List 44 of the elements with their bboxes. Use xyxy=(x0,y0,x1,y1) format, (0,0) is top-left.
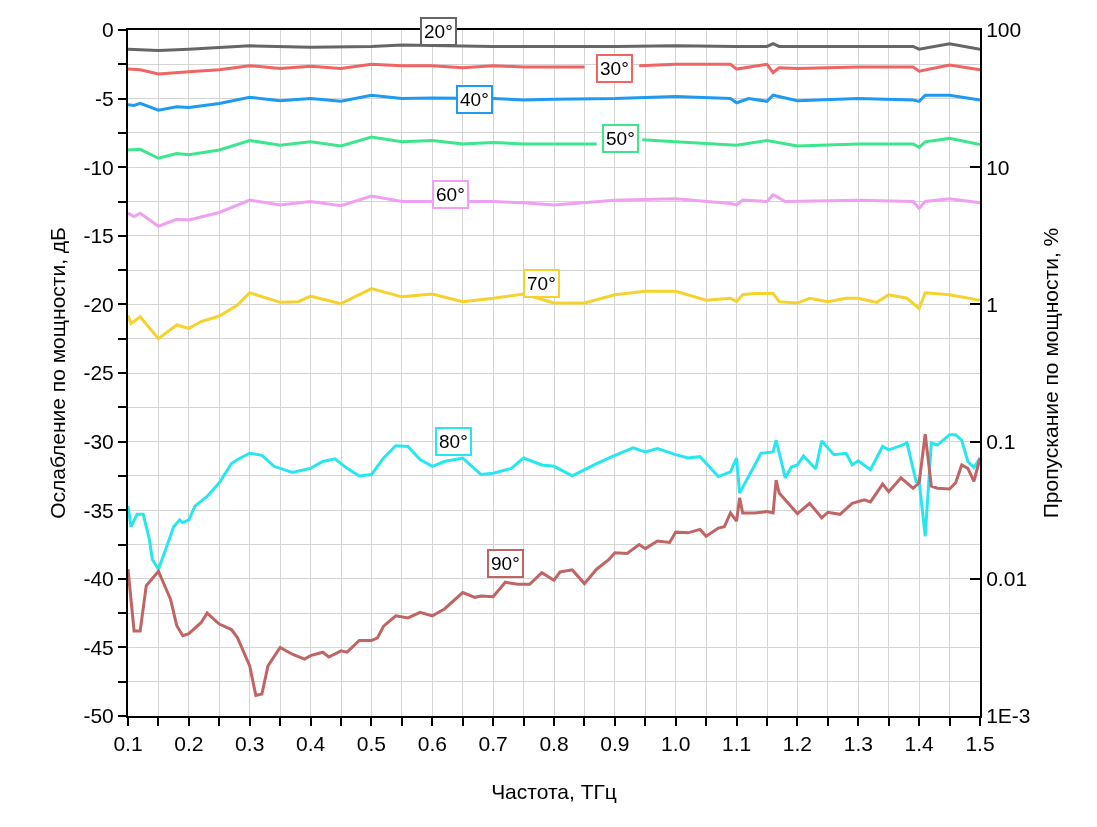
y-tick-label: -20 xyxy=(83,292,114,316)
annotation: 40° xyxy=(460,89,489,110)
y-tick-label: -30 xyxy=(83,429,114,453)
annotation: 30° xyxy=(600,58,629,79)
x-tick-label: 0.6 xyxy=(417,732,447,756)
y-tick-label: -25 xyxy=(83,361,114,385)
y2-tick-label: 1E-3 xyxy=(986,704,1031,728)
x-tick-label: 0.9 xyxy=(600,732,630,756)
x-tick-label: 1.2 xyxy=(782,732,813,756)
y2-tick-label: 0.01 xyxy=(986,567,1028,591)
annotation: 60° xyxy=(436,184,465,205)
line-series xyxy=(128,432,980,697)
x-tick-label: 0.4 xyxy=(295,732,326,756)
x-tick-label: 0.7 xyxy=(478,732,508,756)
x-tick-label: 0.8 xyxy=(539,732,569,756)
annotation: 70° xyxy=(527,273,556,294)
x-tick-label: 1.3 xyxy=(843,732,873,756)
y-tick-label: -50 xyxy=(83,704,114,728)
x-tick-label: 0.1 xyxy=(113,732,143,756)
y-axis-title: Ослабление по мощности, дБ xyxy=(46,227,70,519)
annotation: 80° xyxy=(439,431,468,452)
y2-tick-label: 0.1 xyxy=(986,429,1016,453)
annotation: 20° xyxy=(424,21,453,42)
annotation: 90° xyxy=(491,553,520,574)
y2-tick-label: 1 xyxy=(986,292,998,316)
y-tick-label: -45 xyxy=(83,635,114,659)
y2-axis-title: Пропускание по мощности, % xyxy=(1039,227,1063,519)
x-tick-label: 1.1 xyxy=(721,732,752,756)
y-tick-label: -5 xyxy=(95,86,114,110)
x-tick-label: 1.5 xyxy=(965,732,995,756)
x-tick-label: 1.4 xyxy=(904,732,935,756)
y2-tick-label: 100 xyxy=(986,18,1022,42)
y2-tick-label: 10 xyxy=(986,155,1010,179)
x-tick-label: 0.5 xyxy=(356,732,387,756)
y-tick-label: 0 xyxy=(102,18,114,42)
x-axis-title: Частота, ТГц xyxy=(491,779,617,803)
x-tick-label: 0.3 xyxy=(235,732,265,756)
y-tick-label: -35 xyxy=(83,498,114,522)
y-tick-label: -15 xyxy=(83,224,114,248)
x-tick-label: 1.0 xyxy=(661,732,691,756)
annotation: 50° xyxy=(606,128,635,149)
x-tick-label: 0.2 xyxy=(174,732,204,756)
y-tick-label: -10 xyxy=(83,155,114,179)
y-tick-label: -40 xyxy=(83,567,114,591)
